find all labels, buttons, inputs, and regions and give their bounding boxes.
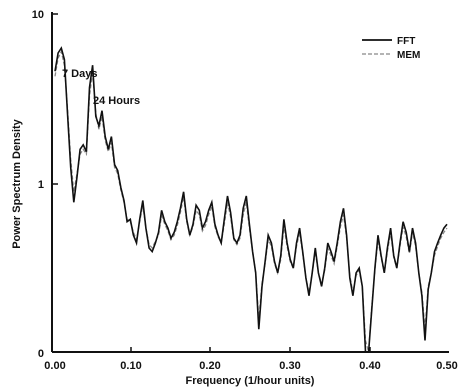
- x-tick-label-0.10: 0.10: [120, 360, 141, 372]
- series-line-fft: [54, 46, 448, 353]
- x-tick-label-0.30: 0.30: [279, 360, 300, 372]
- legend: FFT MEM: [362, 36, 420, 61]
- y-tick-label-0: 0: [38, 348, 44, 360]
- annotation-24-hours: 24 Hours: [93, 95, 140, 107]
- x-tick-label-0.50: 0.50: [436, 360, 457, 372]
- y-axis-label: Power Spectrum Density: [11, 118, 23, 248]
- legend-label-fft: FFT: [397, 36, 415, 47]
- x-tick-label-0.20: 0.20: [199, 360, 220, 372]
- legend-label-mem: MEM: [397, 50, 420, 61]
- x-tick-label-0.00: 0.00: [44, 360, 65, 372]
- x-axis-label: Frequency (1/hour units): [186, 375, 315, 387]
- y-tick-label-1: 1: [38, 179, 44, 191]
- x-tick-label-0.40: 0.40: [359, 360, 380, 372]
- annotation-7-days: 7 Days: [62, 68, 97, 80]
- y-tick-label-10: 10: [32, 9, 44, 21]
